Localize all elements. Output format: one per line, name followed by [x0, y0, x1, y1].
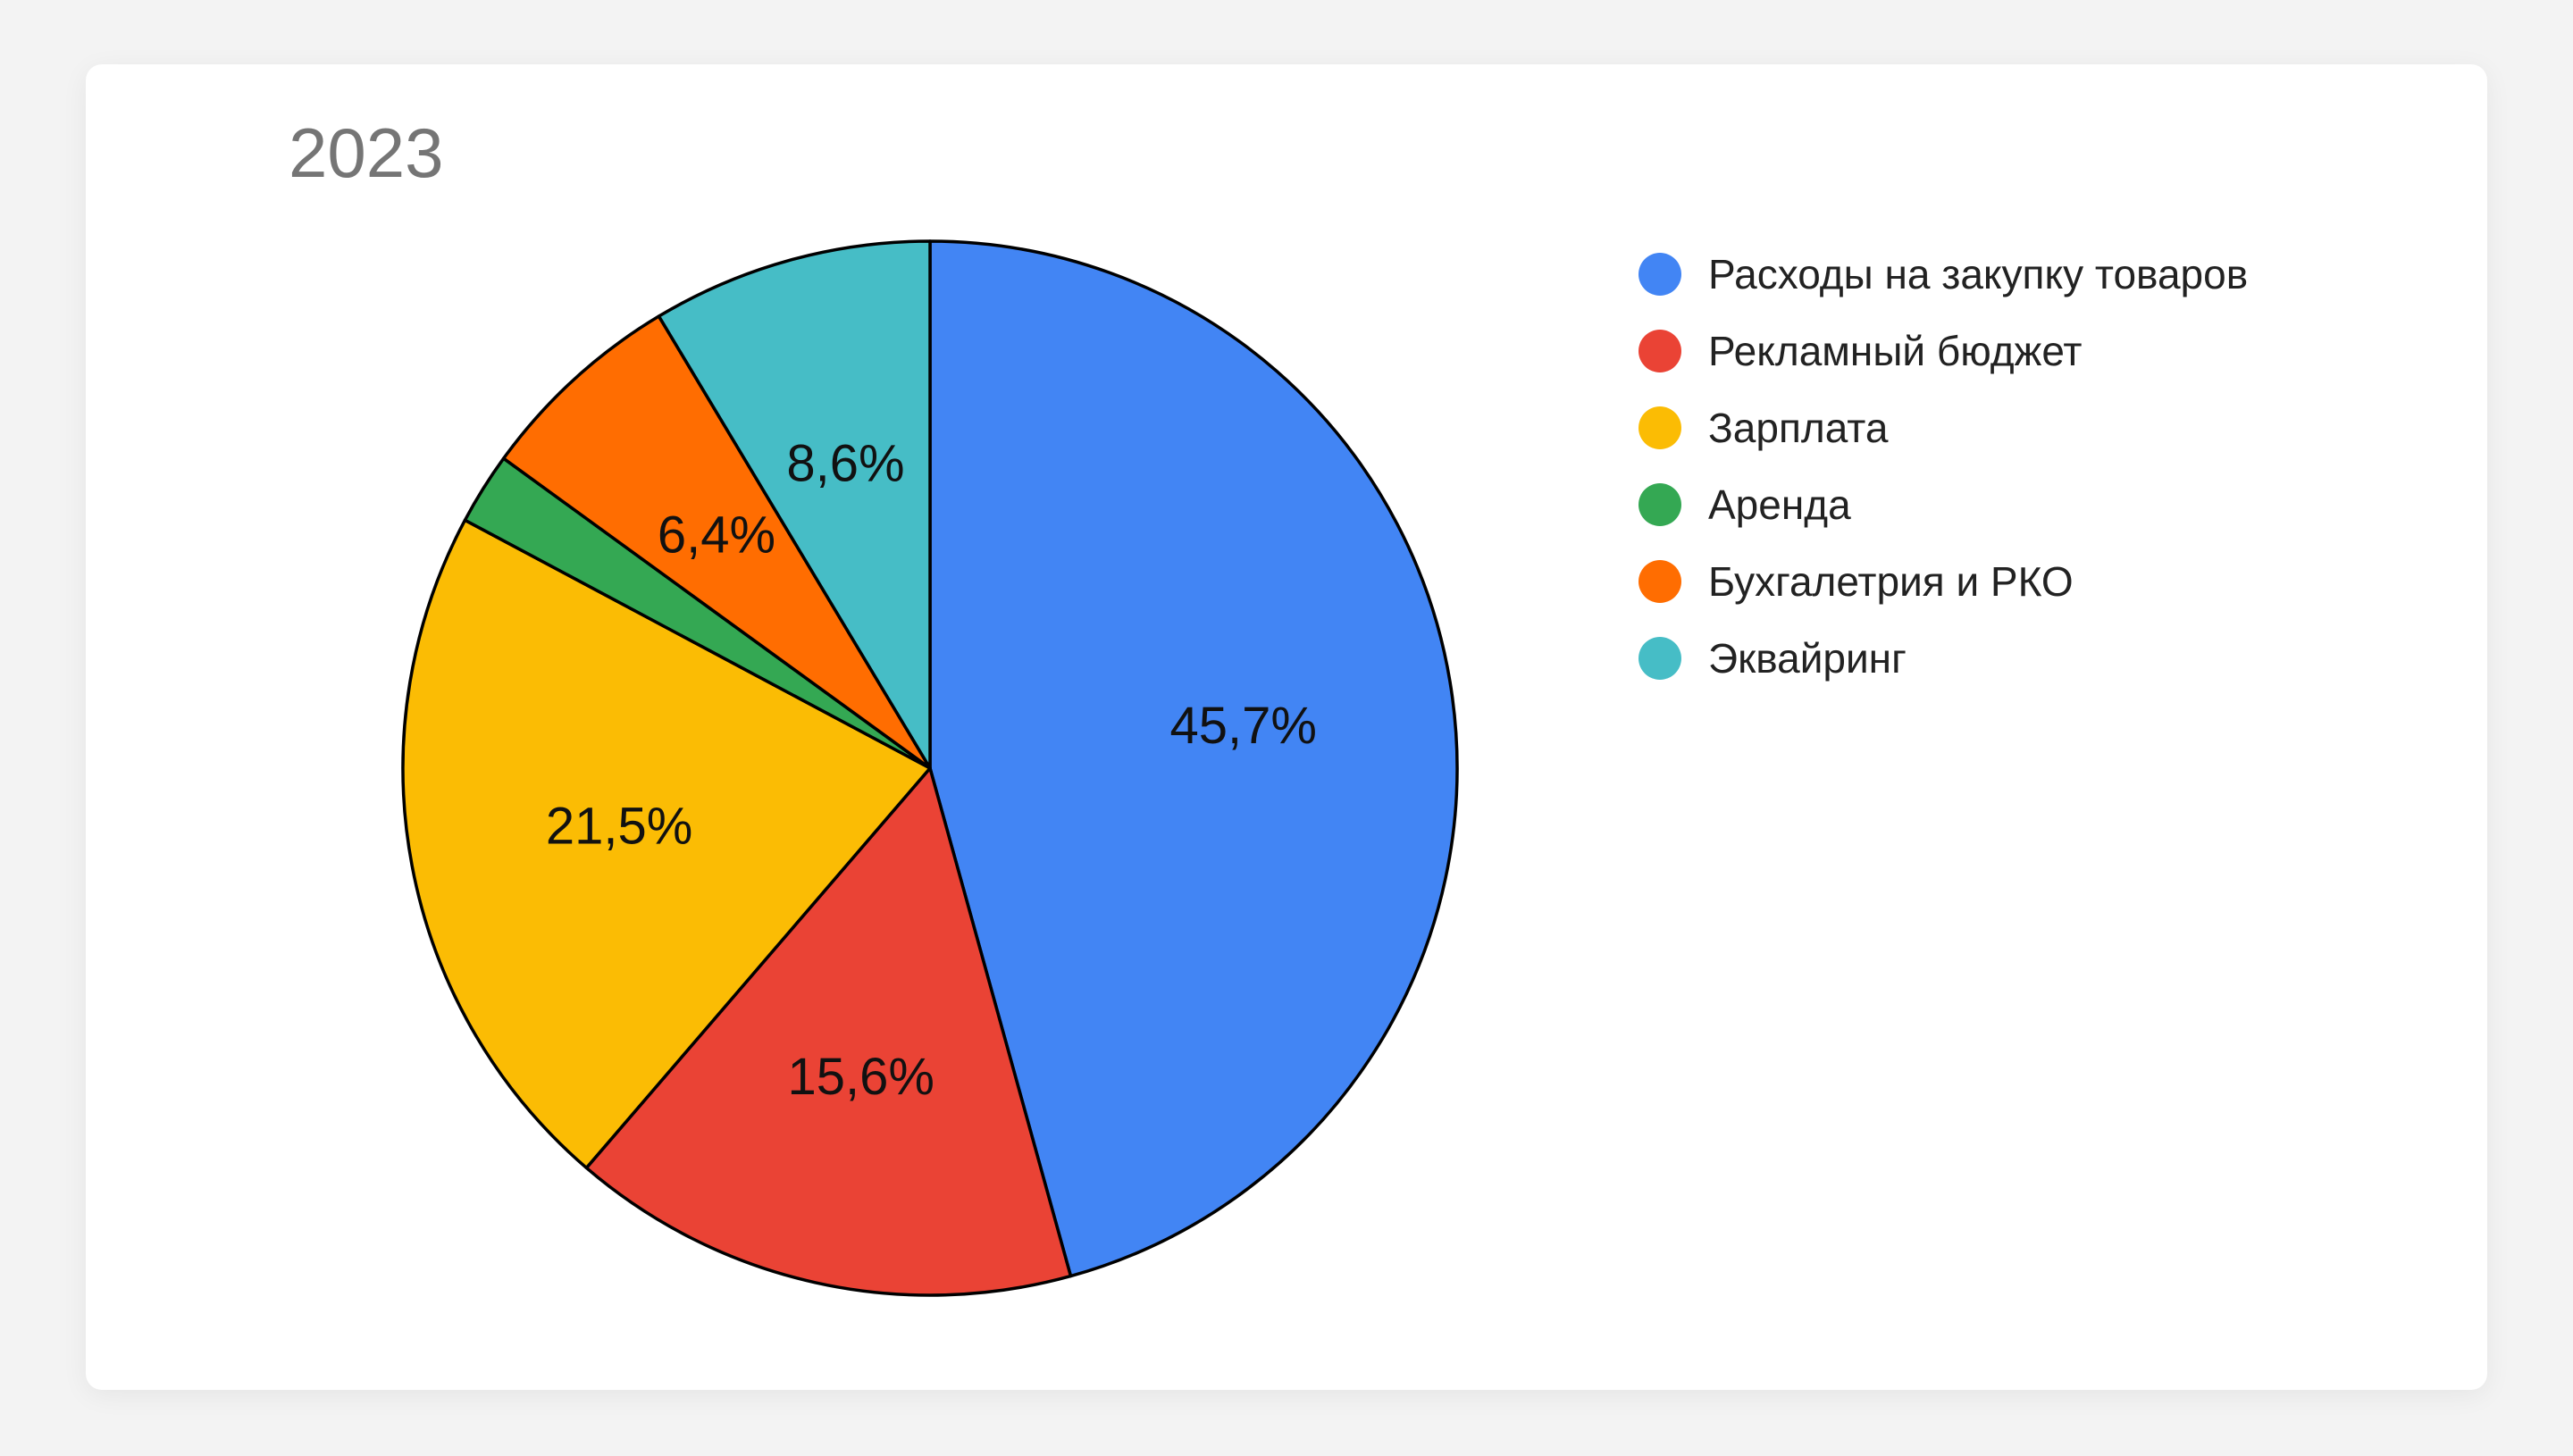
legend-label: Зарплата	[1708, 405, 1889, 451]
legend-label: Расходы на закупку товаров	[1708, 251, 2249, 297]
legend-item[interactable]: Рекламный бюджет	[1639, 313, 2248, 389]
legend-label: Эквайринг	[1708, 635, 1907, 682]
legend-swatch	[1639, 406, 1681, 449]
pie-slices	[401, 239, 1459, 1297]
legend-item[interactable]: Расходы на закупку товаров	[1639, 236, 2248, 313]
legend-item[interactable]: Эквайринг	[1639, 620, 2248, 697]
legend-label: Аренда	[1708, 481, 1851, 528]
pie-data-labels: 45,7% 15,6% 21,5% 6,4%8,6%	[546, 434, 1317, 1106]
legend-swatch	[1639, 483, 1681, 526]
pie-data-label: 21,5%	[546, 798, 692, 856]
pie-slice[interactable]	[401, 518, 932, 1170]
legend-swatch	[1639, 560, 1681, 603]
pie-slice[interactable]	[657, 239, 932, 770]
legend-item[interactable]: Зарплата	[1639, 389, 2248, 466]
pie-data-label: 8,6%	[786, 434, 904, 492]
pie-slice[interactable]	[501, 314, 932, 770]
legend-item[interactable]: Бухгалетрия и РКО	[1639, 543, 2248, 620]
legend-swatch	[1639, 637, 1681, 680]
chart-card: 2023 45,7% 15,6% 21,5% 6,4% 8,6% Расходы на …	[86, 64, 2487, 1390]
legend-swatch	[1639, 330, 1681, 372]
chart-title: 2023	[289, 113, 444, 192]
legend-swatch	[1639, 253, 1681, 296]
pie-data-label: 45,7%	[1170, 697, 1317, 755]
legend-label: Рекламный бюджет	[1708, 328, 2083, 374]
legend-label: Бухгалетрия и РКО	[1708, 558, 2074, 605]
chart-legend: Расходы на закупку товаров Рекламный бюдж…	[1639, 236, 2248, 697]
pie-data-label: 6,4%	[658, 506, 775, 564]
pie-chart: 45,7% 15,6% 21,5% 6,4%8,6%	[401, 239, 1459, 1297]
pie-data-label: 15,6%	[788, 1048, 934, 1106]
legend-item[interactable]: Аренда	[1639, 466, 2248, 543]
pie-slice[interactable]	[928, 239, 1459, 1278]
pie-slice[interactable]	[584, 766, 1073, 1297]
